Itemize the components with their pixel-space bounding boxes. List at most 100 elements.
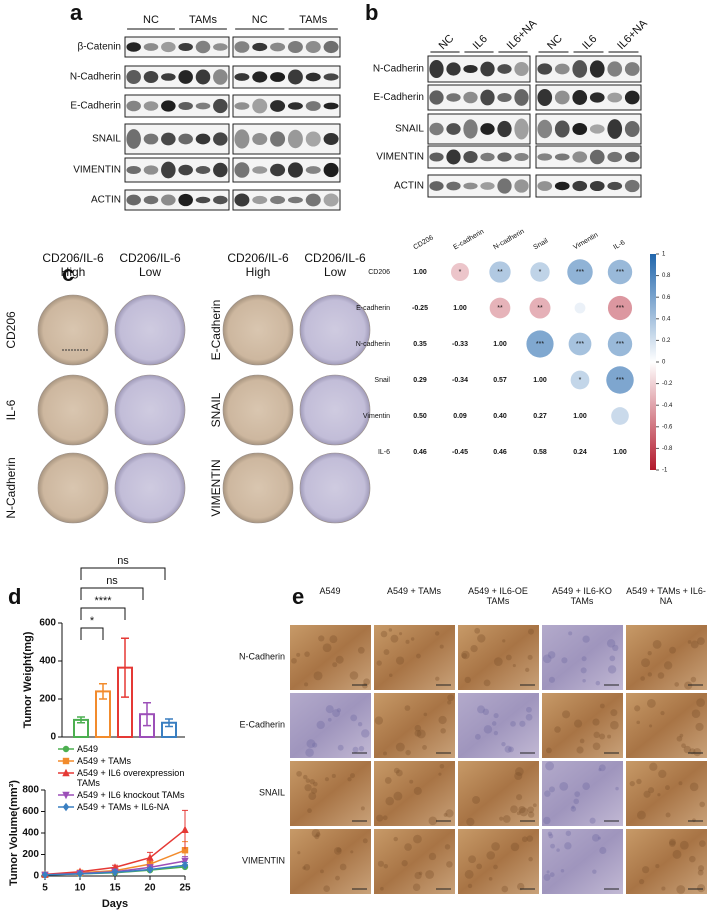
ihc-image <box>626 693 707 758</box>
blot-band <box>213 162 228 178</box>
blot-band <box>252 132 268 146</box>
ihc-texture <box>314 834 320 840</box>
blot-frame <box>427 84 531 111</box>
ihc-texture <box>428 816 438 826</box>
y-tick-label: 0 <box>50 732 56 743</box>
ihc-texture <box>362 682 368 689</box>
ihc-texture <box>350 850 354 854</box>
ihc-texture <box>393 836 398 842</box>
blot-frame <box>232 36 341 58</box>
ihc-texture <box>335 875 340 881</box>
ihc-texture <box>660 710 665 716</box>
ihc-texture <box>438 715 447 725</box>
blot-frame <box>427 113 531 145</box>
ihc-texture <box>641 658 651 668</box>
ihc-texture <box>464 676 471 684</box>
correlation-value: 0.46 <box>493 449 507 456</box>
ihc-texture <box>646 699 656 708</box>
ihc-texture <box>570 806 577 812</box>
ihc-texture <box>502 639 506 643</box>
ihc-texture <box>525 713 533 721</box>
ihc-texture <box>573 719 583 728</box>
ihc-texture <box>592 869 597 874</box>
colorbar-tick-label: -0.2 <box>662 381 673 387</box>
ihc-texture <box>493 730 499 736</box>
blot-band <box>178 133 193 145</box>
ihc-texture <box>416 653 421 659</box>
blot-band <box>480 123 495 135</box>
ihc-texture <box>336 847 342 853</box>
blot-band <box>126 69 141 85</box>
legend-entry: A549 + TAMs <box>58 756 188 766</box>
column-header: A549 + IL6-KO TAMs <box>552 586 612 607</box>
ihc-texture <box>325 705 334 714</box>
correlation-circle <box>606 366 634 394</box>
blot-band <box>607 61 623 77</box>
ihc-texture <box>493 713 499 719</box>
ihc-texture <box>607 665 617 674</box>
data-point <box>146 853 154 861</box>
correlation-circle <box>567 259 593 285</box>
ihc-texture <box>329 635 338 644</box>
ihc-texture <box>428 852 437 861</box>
ihc-texture <box>404 843 412 851</box>
ihc-image <box>626 761 707 826</box>
blot-band <box>287 102 303 110</box>
ihc-texture <box>418 871 423 876</box>
ihc-texture <box>446 861 453 868</box>
legend-label: A549 <box>77 744 99 754</box>
ihc-texture <box>527 806 535 814</box>
ihc-texture <box>399 632 403 636</box>
blot-band <box>429 59 444 79</box>
ihc-texture <box>395 769 403 777</box>
ihc-texture <box>499 816 504 821</box>
ihc-texture <box>445 809 454 818</box>
ihc-texture <box>491 721 497 726</box>
correlation-value: 0.50 <box>413 413 427 420</box>
correlation-circle <box>607 331 633 357</box>
ihc-texture <box>393 767 400 774</box>
ihc-texture <box>610 720 619 730</box>
ihc-texture <box>560 868 565 873</box>
error-bar <box>121 637 129 698</box>
ihc-texture <box>691 709 701 718</box>
ihc-texture <box>374 716 384 725</box>
ihc-texture <box>516 794 523 801</box>
data-point <box>62 745 70 753</box>
ihc-texture <box>689 855 696 863</box>
ihc-texture <box>647 651 652 656</box>
colorbar-tick-label: -0.4 <box>662 403 673 409</box>
ihc-texture <box>303 774 308 780</box>
row-label: N-Cadherin <box>70 72 121 83</box>
correlation-value: 0.27 <box>533 413 547 420</box>
blot-band <box>195 69 211 85</box>
blot-band <box>252 166 268 174</box>
blot-band <box>624 179 640 193</box>
ihc-texture <box>526 835 534 842</box>
ihc-texture <box>467 883 473 889</box>
blot-band <box>287 69 303 85</box>
ihc-texture <box>390 634 399 643</box>
ihc-texture <box>404 705 411 711</box>
correlation-value: -0.25 <box>412 305 428 312</box>
row-label: E-Cadherin <box>239 719 285 729</box>
ihc-texture <box>516 811 521 816</box>
blot-band <box>624 62 640 76</box>
row-label: E-Cadherin <box>70 101 121 112</box>
blot-band <box>161 194 176 206</box>
ihc-texture <box>360 806 365 811</box>
correlation-value: 0.09 <box>453 413 467 420</box>
blot-band <box>429 181 444 191</box>
significance-stars: * <box>459 269 462 276</box>
blot-band <box>305 193 321 207</box>
tissue-core <box>37 374 109 446</box>
ihc-texture <box>526 706 532 713</box>
ihc-texture <box>413 786 422 795</box>
ihc-texture <box>474 733 481 740</box>
blot-band <box>178 193 193 207</box>
blot-band <box>234 41 250 53</box>
blot-band <box>463 150 478 164</box>
correlation-circle <box>530 262 550 282</box>
blot-band <box>589 60 605 78</box>
blot-band <box>554 120 570 138</box>
